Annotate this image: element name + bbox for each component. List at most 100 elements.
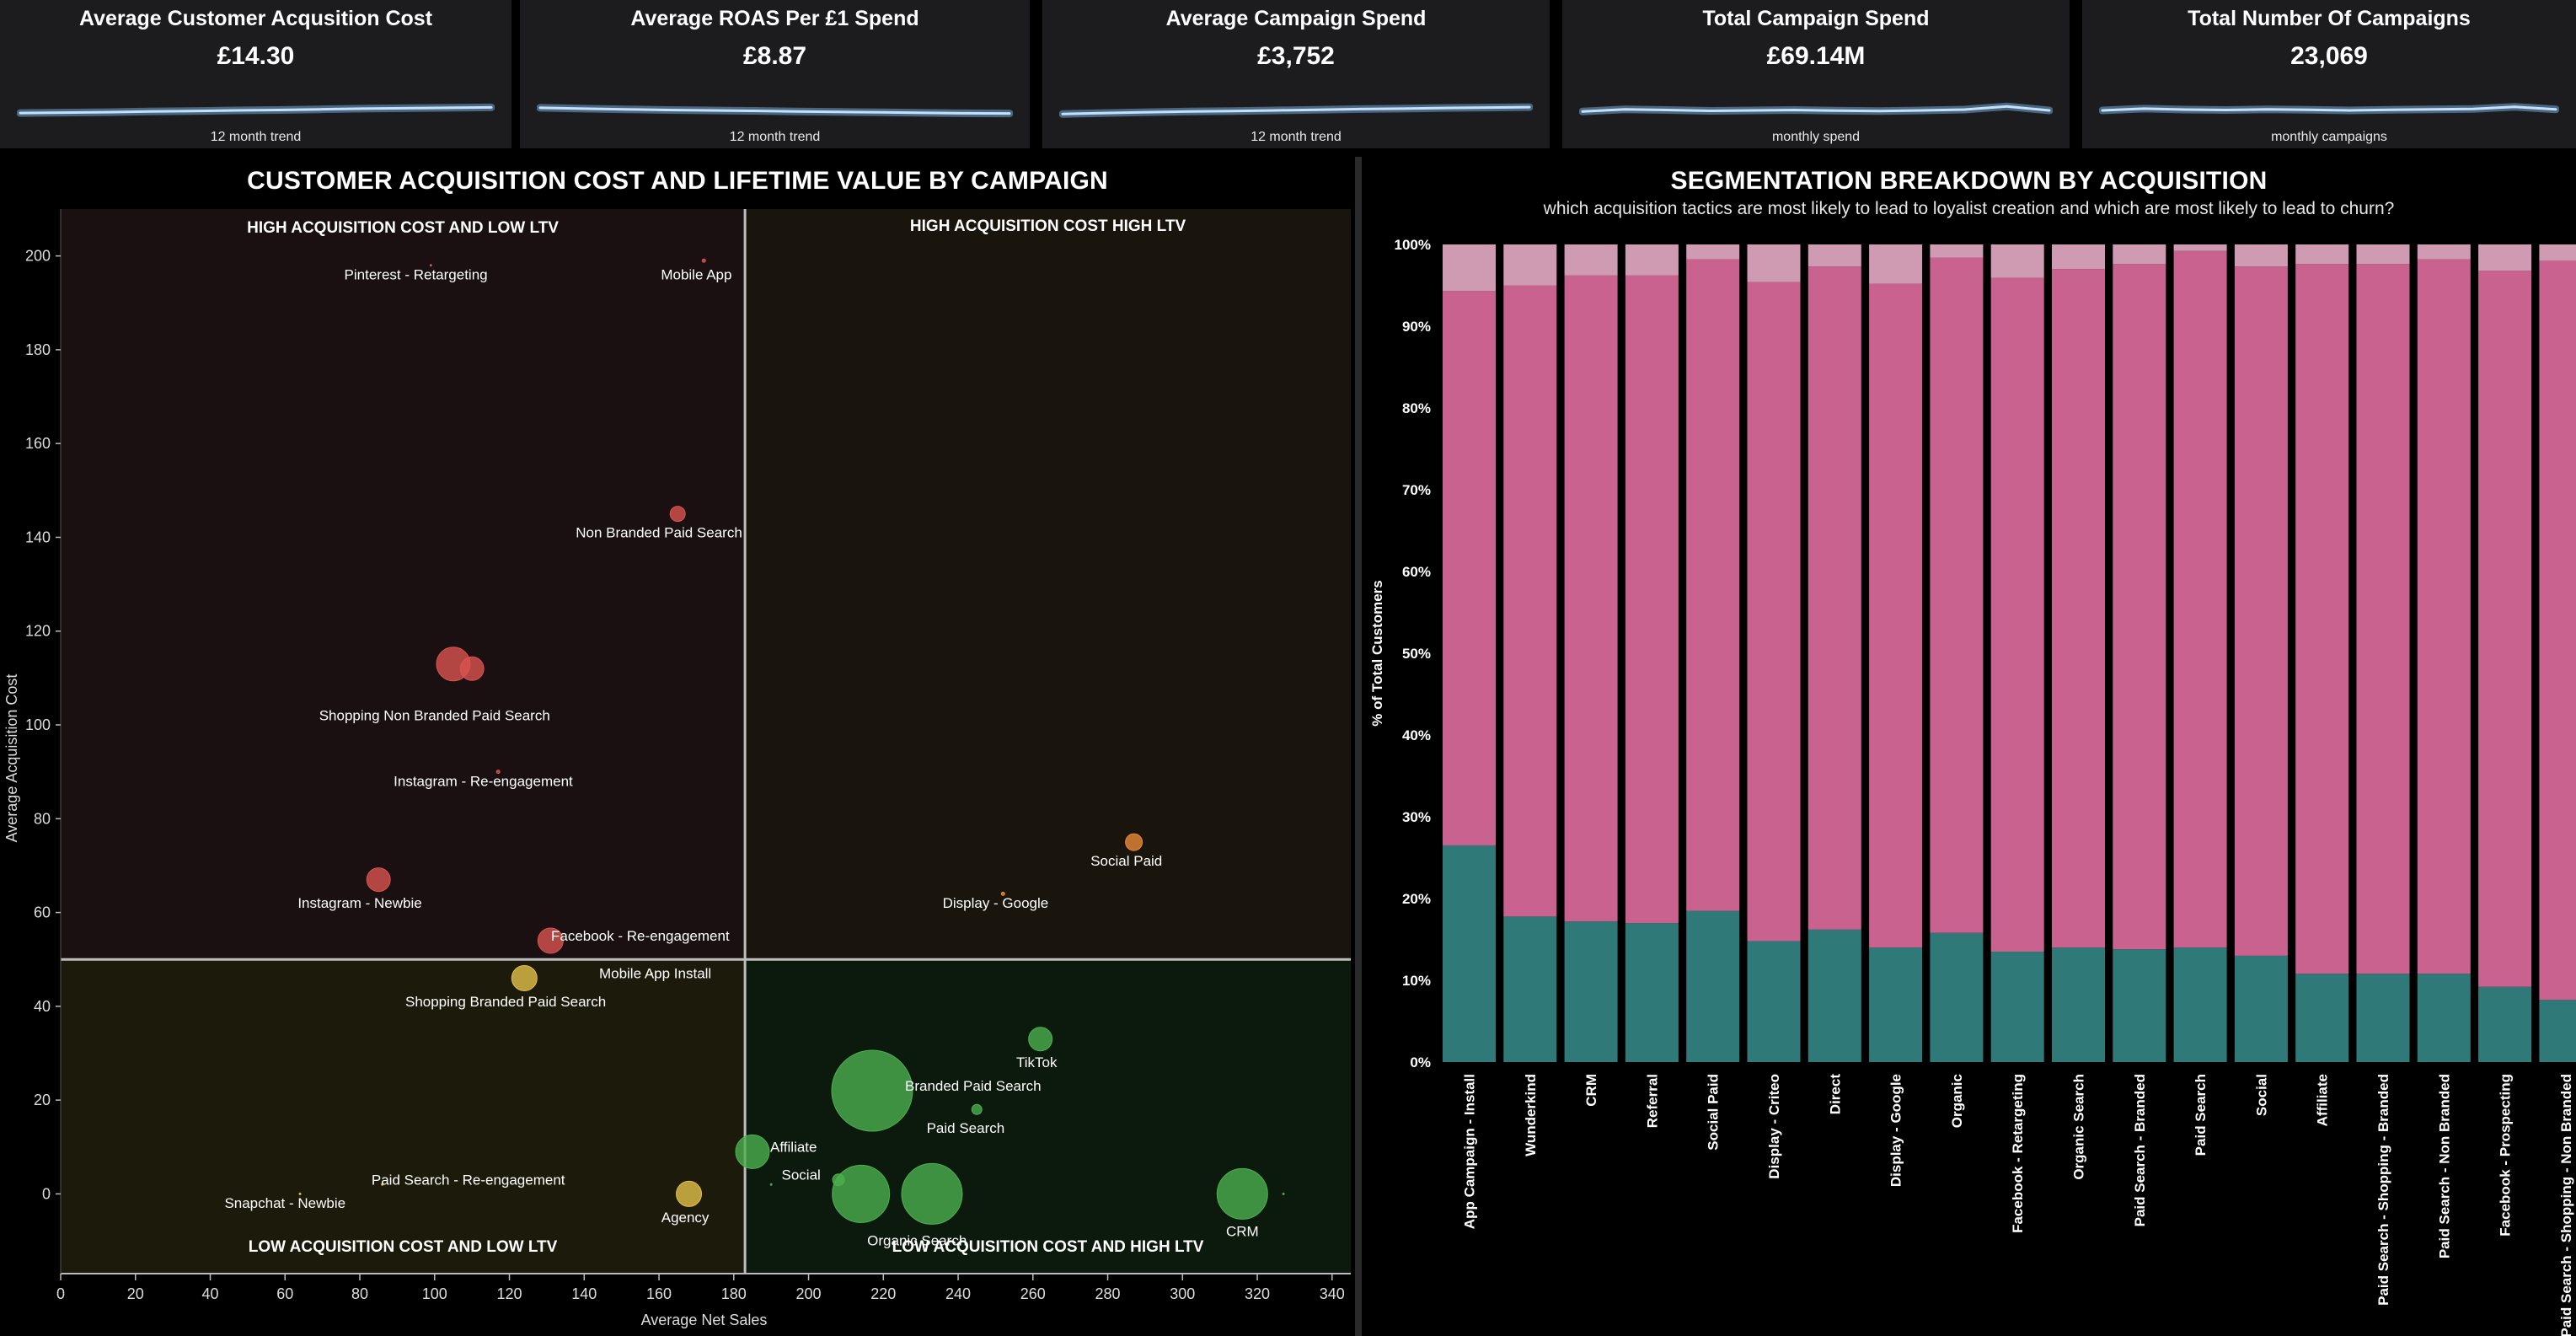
scatter-point[interactable] (429, 264, 432, 267)
scatter-point[interactable] (1216, 1167, 1268, 1220)
y-tick-label: 80% (1402, 400, 1431, 416)
scatter-point[interactable] (769, 1183, 773, 1186)
scatter-chart[interactable]: HIGH ACQUISITION COST AND LOW LTV HIGH AC… (0, 157, 1355, 1336)
bar-segment[interactable] (2113, 264, 2166, 950)
bar-segment[interactable] (2417, 259, 2471, 974)
x-tick-label: Display - Criteo (1766, 1074, 1782, 1179)
bar-segment[interactable] (1625, 244, 1679, 276)
bar-segment[interactable] (2295, 244, 2349, 265)
bar-segment[interactable] (1747, 941, 1801, 1062)
sparkline-line (19, 105, 493, 115)
scatter-point[interactable] (735, 1134, 770, 1169)
bar-segment[interactable] (2173, 244, 2227, 251)
bar-segment[interactable] (1930, 244, 1984, 258)
bar-segment[interactable] (2539, 260, 2576, 1001)
bar-segment[interactable] (2052, 947, 2105, 1062)
bar-segment[interactable] (2113, 244, 2166, 265)
scatter-point[interactable] (459, 656, 485, 681)
bar-segment[interactable] (2356, 974, 2410, 1062)
bar-segment[interactable] (1990, 244, 2044, 278)
bar-segment[interactable] (2173, 250, 2227, 948)
quadrant-label-top-right: HIGH ACQUISITION COST HIGH LTV (910, 217, 1186, 235)
bar-segment[interactable] (1807, 929, 1861, 1062)
bar-segment[interactable] (1807, 244, 1861, 267)
bar-segment[interactable] (1625, 275, 1679, 924)
bar-segment[interactable] (1930, 932, 1984, 1062)
bar-segment[interactable] (2417, 974, 2471, 1062)
bar-segment[interactable] (1564, 244, 1618, 276)
kpi-card-acquisition-cost[interactable]: Average Customer Acqusition Cost £14.30 … (0, 0, 511, 148)
bar-segment[interactable] (2173, 947, 2227, 1062)
scatter-point[interactable] (901, 1162, 963, 1225)
scatter-point[interactable] (676, 1180, 703, 1207)
bar-segment[interactable] (1503, 244, 1557, 286)
bar-segment[interactable] (2052, 244, 2105, 270)
scatter-point[interactable] (971, 1103, 983, 1115)
bar-segment[interactable] (2295, 974, 2349, 1062)
kpi-card-roas[interactable]: Average ROAS Per £1 Spend £8.87 12 month… (520, 0, 1030, 148)
y-tick-label: 0 (42, 1185, 51, 1202)
bar-segment[interactable] (1869, 947, 1923, 1062)
bar-segment[interactable] (2539, 1000, 2576, 1062)
scatter-point[interactable] (381, 1183, 384, 1186)
x-tick-label: 140 (571, 1285, 597, 1302)
scatter-point[interactable] (669, 506, 686, 523)
bar-segment[interactable] (1625, 923, 1679, 1062)
bar-segment[interactable] (1869, 244, 1923, 284)
scatter-point[interactable] (1282, 1192, 1285, 1195)
bar-segment[interactable] (2478, 986, 2532, 1062)
bar-segment[interactable] (1747, 282, 1801, 942)
bar-segment[interactable] (1807, 266, 1861, 930)
kpi-card-campaign-count[interactable]: Total Number Of Campaigns 23,069 monthly… (2082, 0, 2576, 148)
bar-segment[interactable] (1443, 244, 1496, 292)
bar-segment[interactable] (1930, 257, 1984, 933)
point-label: Affiliate (770, 1139, 817, 1155)
bar-segment[interactable] (1869, 283, 1923, 948)
scatter-point[interactable] (298, 1192, 302, 1195)
bar-segment[interactable] (2234, 266, 2288, 956)
bar-segment[interactable] (2356, 244, 2410, 265)
bar-segment[interactable] (2234, 955, 2288, 1062)
bar-segment[interactable] (1503, 285, 1557, 917)
bar-segment[interactable] (1990, 277, 2044, 952)
scatter-point[interactable] (1000, 891, 1005, 896)
scatter-point[interactable] (1125, 833, 1143, 851)
bar-segment[interactable] (1747, 244, 1801, 282)
bar-segment[interactable] (1686, 244, 1740, 260)
scatter-point[interactable] (701, 258, 706, 263)
x-tick-label: 80 (351, 1285, 368, 1302)
scatter-point[interactable] (650, 972, 653, 975)
x-tick-label: 340 (1320, 1285, 1345, 1302)
bar-segment[interactable] (1503, 916, 1557, 1062)
bar-segment[interactable] (1564, 921, 1618, 1062)
stacked-bar-chart[interactable]: 0% 10% 20% 30% 40% 50% 60% 70% 80% 90% 100% % of To… (1362, 157, 2576, 1336)
scatter-point[interactable] (495, 770, 501, 775)
bar-segment[interactable] (2113, 949, 2166, 1062)
kpi-card-total-spend[interactable]: Total Campaign Spend £69.14M monthly spe… (1562, 0, 2070, 148)
scatter-point[interactable] (366, 867, 391, 893)
scatter-point[interactable] (831, 1049, 913, 1132)
scatter-point[interactable] (1028, 1027, 1053, 1052)
bar-segment[interactable] (1443, 291, 1496, 845)
scatter-point[interactable] (511, 964, 538, 991)
bar-segment[interactable] (2356, 264, 2410, 974)
x-tick-label: Paid Search - Shopping - Non Branded (2558, 1074, 2574, 1336)
bar-segment[interactable] (2478, 244, 2532, 271)
bar-segment[interactable] (2478, 271, 2532, 987)
bar-segment[interactable] (2539, 244, 2576, 261)
kpi-card-campaign-spend[interactable]: Average Campaign Spend £3,752 12 month t… (1042, 0, 1550, 148)
scatter-point[interactable] (537, 927, 564, 954)
bar-segment[interactable] (1686, 259, 1740, 911)
bar-segment[interactable] (2234, 244, 2288, 267)
bar-segment[interactable] (1990, 952, 2044, 1062)
bar-segment[interactable] (1564, 275, 1618, 922)
bar-segment[interactable] (1686, 910, 1740, 1062)
bar-segment[interactable] (2052, 269, 2105, 948)
y-tick-label: 40% (1402, 727, 1431, 743)
bar-segment[interactable] (2417, 244, 2471, 260)
scatter-point[interactable] (832, 1164, 891, 1223)
quadrant-bottom-left (61, 959, 746, 1274)
bar-segment[interactable] (1443, 845, 1496, 1062)
x-tick-label: Paid Search - Non Branded (2436, 1074, 2452, 1258)
bar-segment[interactable] (2295, 264, 2349, 974)
